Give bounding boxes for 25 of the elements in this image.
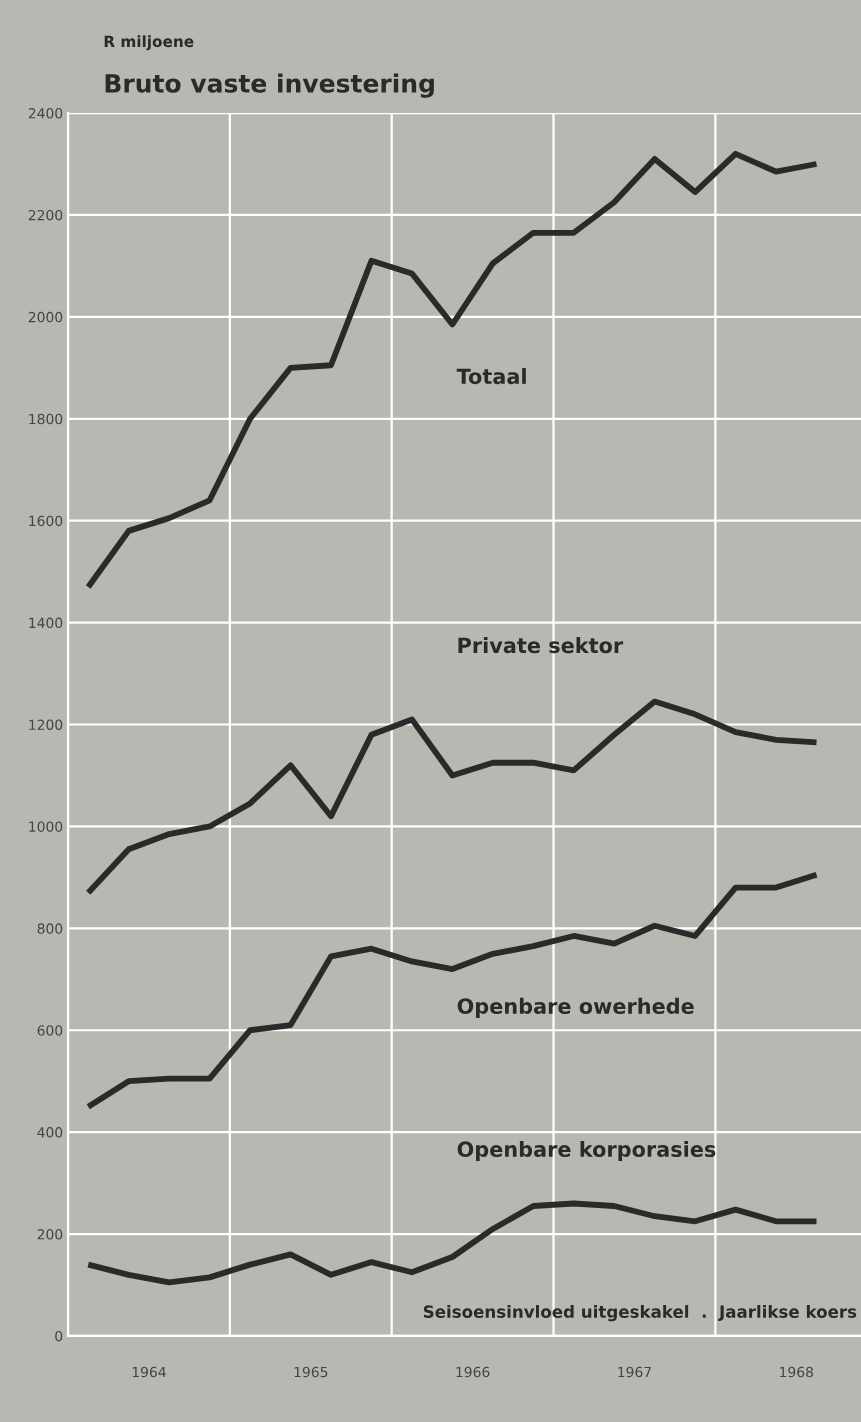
text: Private sektor [458,637,624,654]
y-tick-label: 1600 [29,515,63,527]
y-tick-label: 2000 [28,311,63,323]
y-tick-label: 400 [37,1127,63,1138]
x-tick-label: 1967 [618,1366,651,1378]
text: Openbare korporasies [457,1140,716,1162]
x-tick-label: 1966 [456,1366,490,1378]
x-tick-label: 1964 [132,1366,166,1378]
x-tick-label: 1965 [294,1366,328,1378]
y-tick-label: 1400 [29,617,63,629]
y-tick-label: 1800 [29,413,63,425]
y-tick-label: 2200 [28,209,63,221]
y-tick-label: 2400 [28,108,63,119]
annotation: Seisoensinvloed uitgeskakel . Jaarlikse koers [423,1305,857,1322]
series-label: Openbare owerhede [457,997,694,1019]
y-tick-label: 1000 [29,821,63,832]
y-tick-label: 600 [37,1025,63,1036]
chart-title: Bruto vaste investering [105,73,434,98]
y-tick-label: 0 [55,1330,63,1342]
text: Totaal [456,368,526,385]
x-tick-label: 1968 [780,1366,813,1378]
y-tick-label: 1200 [29,719,63,730]
y-axis-title: R miljoene [104,35,194,51]
y-tick-label: 200 [37,1229,63,1240]
y-tick-label: 800 [37,923,63,934]
